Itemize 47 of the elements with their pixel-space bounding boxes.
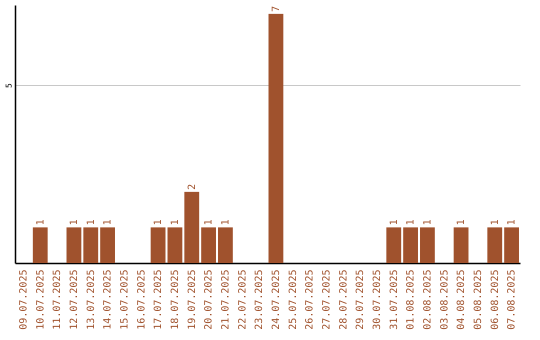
x-tick-label: 22.07.2025 (237, 270, 248, 330)
x-tick-label: 15.07.2025 (119, 270, 130, 330)
data-label: 1 (170, 219, 181, 226)
x-tick-label: 03.08.2025 (439, 270, 450, 330)
x-tick-label: 09.07.2025 (18, 270, 30, 330)
data-label: 1 (204, 219, 215, 226)
x-tick-label: 19.07.2025 (186, 270, 198, 330)
x-tick-label: 01.08.2025 (406, 270, 417, 330)
x-tick-label: 30.07.2025 (372, 270, 383, 330)
x-tick-label: 06.08.2025 (490, 270, 501, 330)
data-label: 1 (506, 219, 518, 226)
data-label: 1 (456, 219, 468, 226)
x-tick-label: 10.07.2025 (35, 270, 46, 330)
x-tick-label: 16.07.2025 (136, 270, 148, 330)
data-label: 1 (220, 219, 232, 226)
x-tick-label: 17.07.2025 (153, 270, 164, 330)
data-label: 1 (86, 219, 97, 226)
x-tick-label: 21.07.2025 (220, 270, 232, 330)
y-tick-label: 5 (4, 82, 14, 88)
data-label: 1 (422, 219, 434, 226)
x-tick-label: 26.07.2025 (304, 270, 316, 330)
data-label: 1 (35, 219, 46, 226)
x-tick-label: 14.07.2025 (102, 270, 114, 330)
x-tick-label: 18.07.2025 (170, 270, 181, 330)
x-tick-label: 28.07.2025 (338, 270, 350, 330)
data-label: 1 (102, 219, 114, 226)
data-label: 1 (406, 219, 417, 226)
x-tick-label: 12.07.2025 (68, 270, 80, 330)
x-tick-label: 20.07.2025 (204, 270, 215, 330)
x-tick-label: 29.07.2025 (355, 270, 366, 330)
data-label: 2 (186, 184, 198, 190)
data-label: 1 (153, 219, 164, 226)
x-tick-label: 27.07.2025 (321, 270, 332, 330)
x-tick-label: 02.08.2025 (422, 270, 434, 330)
x-tick-label: 07.08.2025 (506, 270, 518, 330)
x-tick-label: 05.08.2025 (472, 270, 484, 330)
data-label: 1 (490, 219, 501, 226)
data-label: 1 (388, 219, 400, 226)
x-tick-label: 25.07.2025 (288, 270, 299, 330)
x-tick-label: 24.07.2025 (270, 270, 282, 330)
data-label: 7 (270, 6, 282, 12)
x-tick-label: 11.07.2025 (52, 270, 64, 330)
data-label: 1 (68, 219, 80, 226)
x-tick-label: 23.07.2025 (254, 270, 266, 330)
x-tick-label: 04.08.2025 (456, 270, 468, 330)
x-tick-label: 13.07.2025 (86, 270, 97, 330)
x-tick-label: 31.07.2025 (388, 270, 400, 330)
